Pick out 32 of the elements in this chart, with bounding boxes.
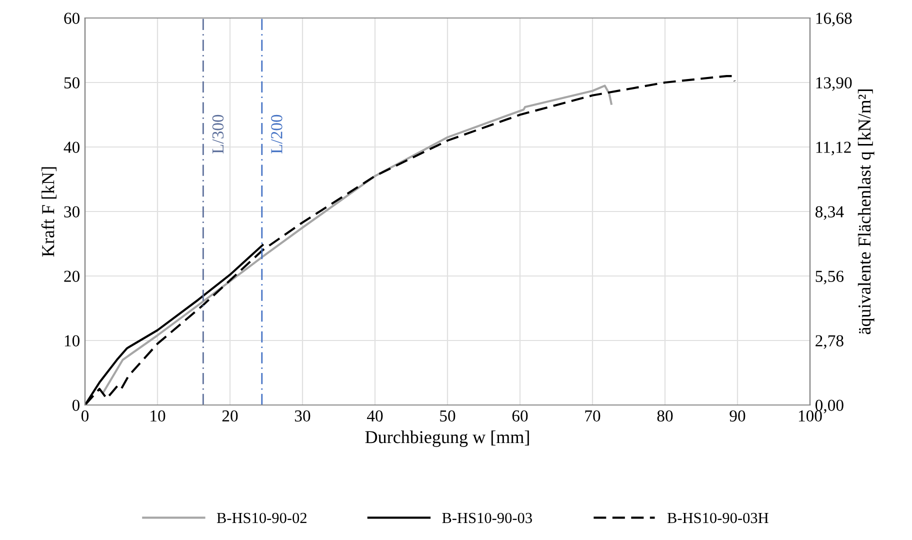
x-tick-label: 40 (366, 410, 383, 422)
y2-axis-title: äquivalente Flächenlast q [kN/m²] (858, 90, 874, 334)
ref-line-label: L/300 (212, 114, 224, 154)
x-tick-label: 70 (585, 410, 600, 422)
x-tick-label: 0 (81, 410, 89, 422)
y2-tick-label: 2,78 (816, 335, 844, 349)
x-tick-label: 20 (222, 410, 238, 422)
x-tick-label: 10 (150, 410, 166, 422)
line-series (102, 84, 612, 394)
y-axis-title: Kraft F [kN] (41, 167, 56, 257)
y-tick-label: 40 (64, 142, 80, 153)
y2-tick-label: 8,34 (815, 206, 844, 220)
y2-tick-label: 13,90 (816, 77, 852, 91)
legend-label: B-HS10-90-02 (216, 512, 306, 524)
legend-label: B-HS10-90-03H (667, 512, 768, 524)
x-tick-label: 60 (512, 410, 528, 422)
ref-line-label: L/200 (271, 114, 282, 154)
y2-tick-label: 11,12 (816, 142, 851, 156)
y-tick-label: 50 (64, 77, 80, 88)
y-tick-label: 10 (64, 335, 80, 346)
y2-tick-label: 5,56 (816, 270, 844, 284)
x-tick-label: 30 (294, 410, 310, 422)
x-tick-label: 50 (440, 410, 456, 422)
y-tick-label: 20 (64, 270, 80, 282)
legend-label: B-HS10-90-03 (442, 512, 532, 524)
x-tick-label: 80 (657, 410, 673, 422)
y-tick-label: 60 (64, 12, 80, 24)
x-tick-label: 90 (730, 410, 746, 422)
y-tick-label: 30 (64, 206, 80, 218)
y-tick-label: 0 (72, 400, 80, 411)
y2-tick-label: 16,68 (816, 12, 852, 26)
x-axis-title: Durchbiegung w [mm] (365, 430, 529, 447)
